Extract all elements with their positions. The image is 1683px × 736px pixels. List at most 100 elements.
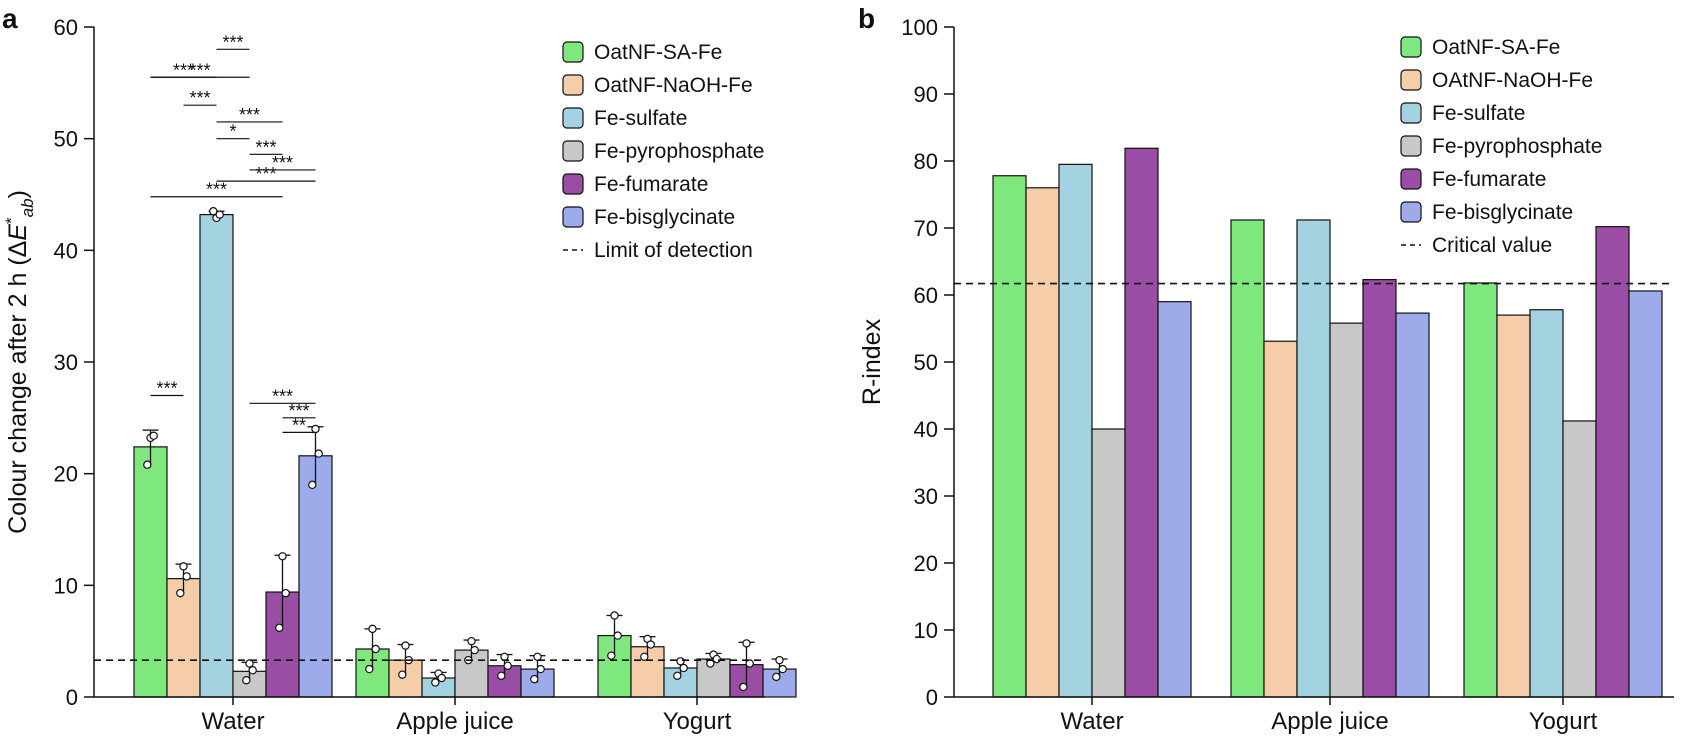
data-point-fe-pyrophosphate-apple-juice [470, 645, 479, 655]
data-point-fe-fumarate-water [275, 623, 284, 632]
legend-label-oatnf-naoh-fe: OAtNF-NaOH-Fe [1432, 69, 1593, 92]
data-point-fe-bisglycinate-yogurt [778, 664, 787, 674]
x-tick-label: Yogurt [1529, 708, 1598, 735]
data-point-oatnf-naoh-fe-apple-juice [401, 641, 410, 650]
bar-oatnf-sa-fe-apple-juice [1230, 219, 1265, 698]
data-point-fe-sulfate-apple-juice [437, 673, 446, 683]
y-tick-label: 40 [914, 417, 938, 442]
data-point-fe-fumarate-water [278, 552, 287, 561]
bar-fe-pyrophosphate-yogurt [1562, 420, 1597, 698]
legend-label-fe-pyrophosphate: Fe-pyrophosphate [594, 140, 764, 163]
significance-label: *** [173, 60, 194, 80]
y-axis-label: R-index [858, 318, 886, 405]
legend-swatch-fe-pyrophosphate [562, 140, 584, 162]
significance-label: *** [206, 180, 227, 200]
significance-label: *** [255, 164, 276, 184]
legend-label-fe-sulfate: Fe-sulfate [594, 107, 687, 130]
data-point-fe-pyrophosphate-water [248, 666, 257, 675]
legend-label-oatnf-naoh-fe: OatNF-NaOH-Fe [594, 74, 753, 97]
legend-swatch-fe-pyrophosphate [1400, 135, 1422, 157]
data-point-fe-bisglycinate-apple-juice [530, 674, 539, 684]
data-point-fe-sulfate-water [209, 207, 218, 216]
data-point-fe-bisglycinate-water [308, 480, 317, 490]
legend-swatch-fe-sulfate [1400, 102, 1422, 124]
y-tick-label: 40 [54, 238, 78, 263]
chart-panel-b: 0 10 20 30 40 50 60 70 80 90 100 Water Apple juice Yo… [858, 15, 1674, 735]
bar-fe-fumarate-yogurt [1595, 226, 1630, 698]
legend-label-fe-fumarate: Fe-fumarate [594, 173, 708, 196]
legend-label-reference: Critical value [1432, 234, 1552, 257]
legend-swatch-fe-sulfate [562, 107, 584, 129]
data-point-fe-bisglycinate-apple-juice [536, 664, 545, 674]
x-tick-label: Yogurt [663, 708, 732, 735]
data-point-fe-bisglycinate-yogurt [772, 672, 781, 682]
legend-label-oatnf-sa-fe: OatNF-SA-Fe [594, 41, 722, 64]
bar-oatnf-sa-fe-water [133, 446, 168, 698]
data-point-oatnf-naoh-fe-yogurt [640, 652, 649, 662]
data-point-oatnf-naoh-fe-apple-juice [398, 670, 407, 679]
bar-oatnf-naoh-fe-water [166, 578, 201, 698]
legend-swatch-fe-fumarate [562, 173, 584, 195]
bar-fe-fumarate-apple-juice [1362, 278, 1397, 698]
data-point-fe-pyrophosphate-yogurt [706, 659, 715, 668]
x-tick-label: Water [1060, 708, 1123, 735]
significance-label: *** [222, 32, 243, 52]
bar-fe-sulfate-water [199, 214, 234, 698]
data-point-fe-fumarate-water [281, 588, 290, 598]
data-point-oatnf-naoh-fe-water [179, 562, 188, 571]
legend-swatch-fe-bisglycinate [562, 206, 584, 228]
y-tick-label: 0 [926, 685, 938, 710]
significance-label: *** [156, 379, 177, 399]
y-tick-label: 0 [66, 685, 78, 710]
data-point-oatnf-sa-fe-yogurt [610, 611, 619, 620]
data-point-oatnf-sa-fe-water [149, 431, 158, 440]
data-point-fe-pyrophosphate-yogurt [712, 654, 721, 664]
data-point-fe-fumarate-yogurt [745, 659, 754, 668]
data-point-fe-bisglycinate-apple-juice [533, 652, 542, 662]
y-tick-label: 100 [901, 15, 938, 40]
significance-label: *** [189, 88, 210, 108]
data-point-oatnf-sa-fe-water [143, 460, 152, 469]
legend-label-fe-bisglycinate: Fe-bisglycinate [594, 206, 735, 229]
y-tick-label: 70 [914, 216, 938, 241]
significance-label: *** [288, 401, 309, 421]
bar-fe-pyrophosphate-water [1091, 428, 1126, 698]
bar-fe-bisglycinate-apple-juice [1395, 312, 1430, 698]
data-point-oatnf-sa-fe-apple-juice [371, 644, 380, 654]
significance-label: *** [272, 386, 293, 406]
data-point-oatnf-sa-fe-yogurt [613, 631, 622, 640]
y-tick-label: 20 [54, 462, 78, 487]
bar-oatnf-naoh-fe-yogurt [1496, 314, 1531, 698]
y-tick-label: 60 [54, 15, 78, 40]
y-tick-label: 10 [914, 618, 938, 643]
bar-fe-bisglycinate-yogurt [1628, 290, 1663, 698]
data-point-fe-fumarate-apple-juice [503, 661, 512, 670]
data-point-fe-fumarate-yogurt [742, 639, 751, 648]
data-point-fe-fumarate-apple-juice [500, 652, 509, 662]
data-point-fe-pyrophosphate-water [242, 676, 251, 685]
y-tick-label: 30 [914, 484, 938, 509]
data-point-fe-bisglycinate-yogurt [775, 655, 784, 665]
data-point-oatnf-sa-fe-apple-juice [365, 664, 374, 674]
legend-swatch-oatnf-naoh-fe [1400, 69, 1422, 91]
data-point-oatnf-sa-fe-apple-juice [368, 624, 377, 634]
y-axis-label: Colour change after 2 h (ΔE*ab) [2, 190, 37, 534]
legend-swatch-fe-fumarate [1400, 168, 1422, 190]
significance-label: *** [189, 60, 210, 80]
panel-label-a: a [2, 3, 18, 34]
bar-fe-sulfate-yogurt [1529, 309, 1564, 698]
legend-swatch-oatnf-naoh-fe [562, 74, 584, 96]
y-tick-label: 10 [54, 573, 78, 598]
bar-fe-bisglycinate-water [1157, 301, 1192, 698]
data-point-fe-sulfate-water [215, 210, 224, 219]
data-point-fe-sulfate-yogurt [679, 663, 688, 673]
legend-label-fe-sulfate: Fe-sulfate [1432, 102, 1525, 125]
bar-fe-sulfate-apple-juice [1296, 219, 1331, 698]
data-point-fe-sulfate-yogurt [676, 657, 685, 666]
bar-fe-pyrophosphate-apple-juice [1329, 322, 1364, 698]
legend-swatch-oatnf-sa-fe [1400, 36, 1422, 58]
y-tick-label: 50 [914, 350, 938, 375]
data-point-oatnf-naoh-fe-water [176, 588, 185, 598]
significance-label: ** [292, 415, 306, 435]
